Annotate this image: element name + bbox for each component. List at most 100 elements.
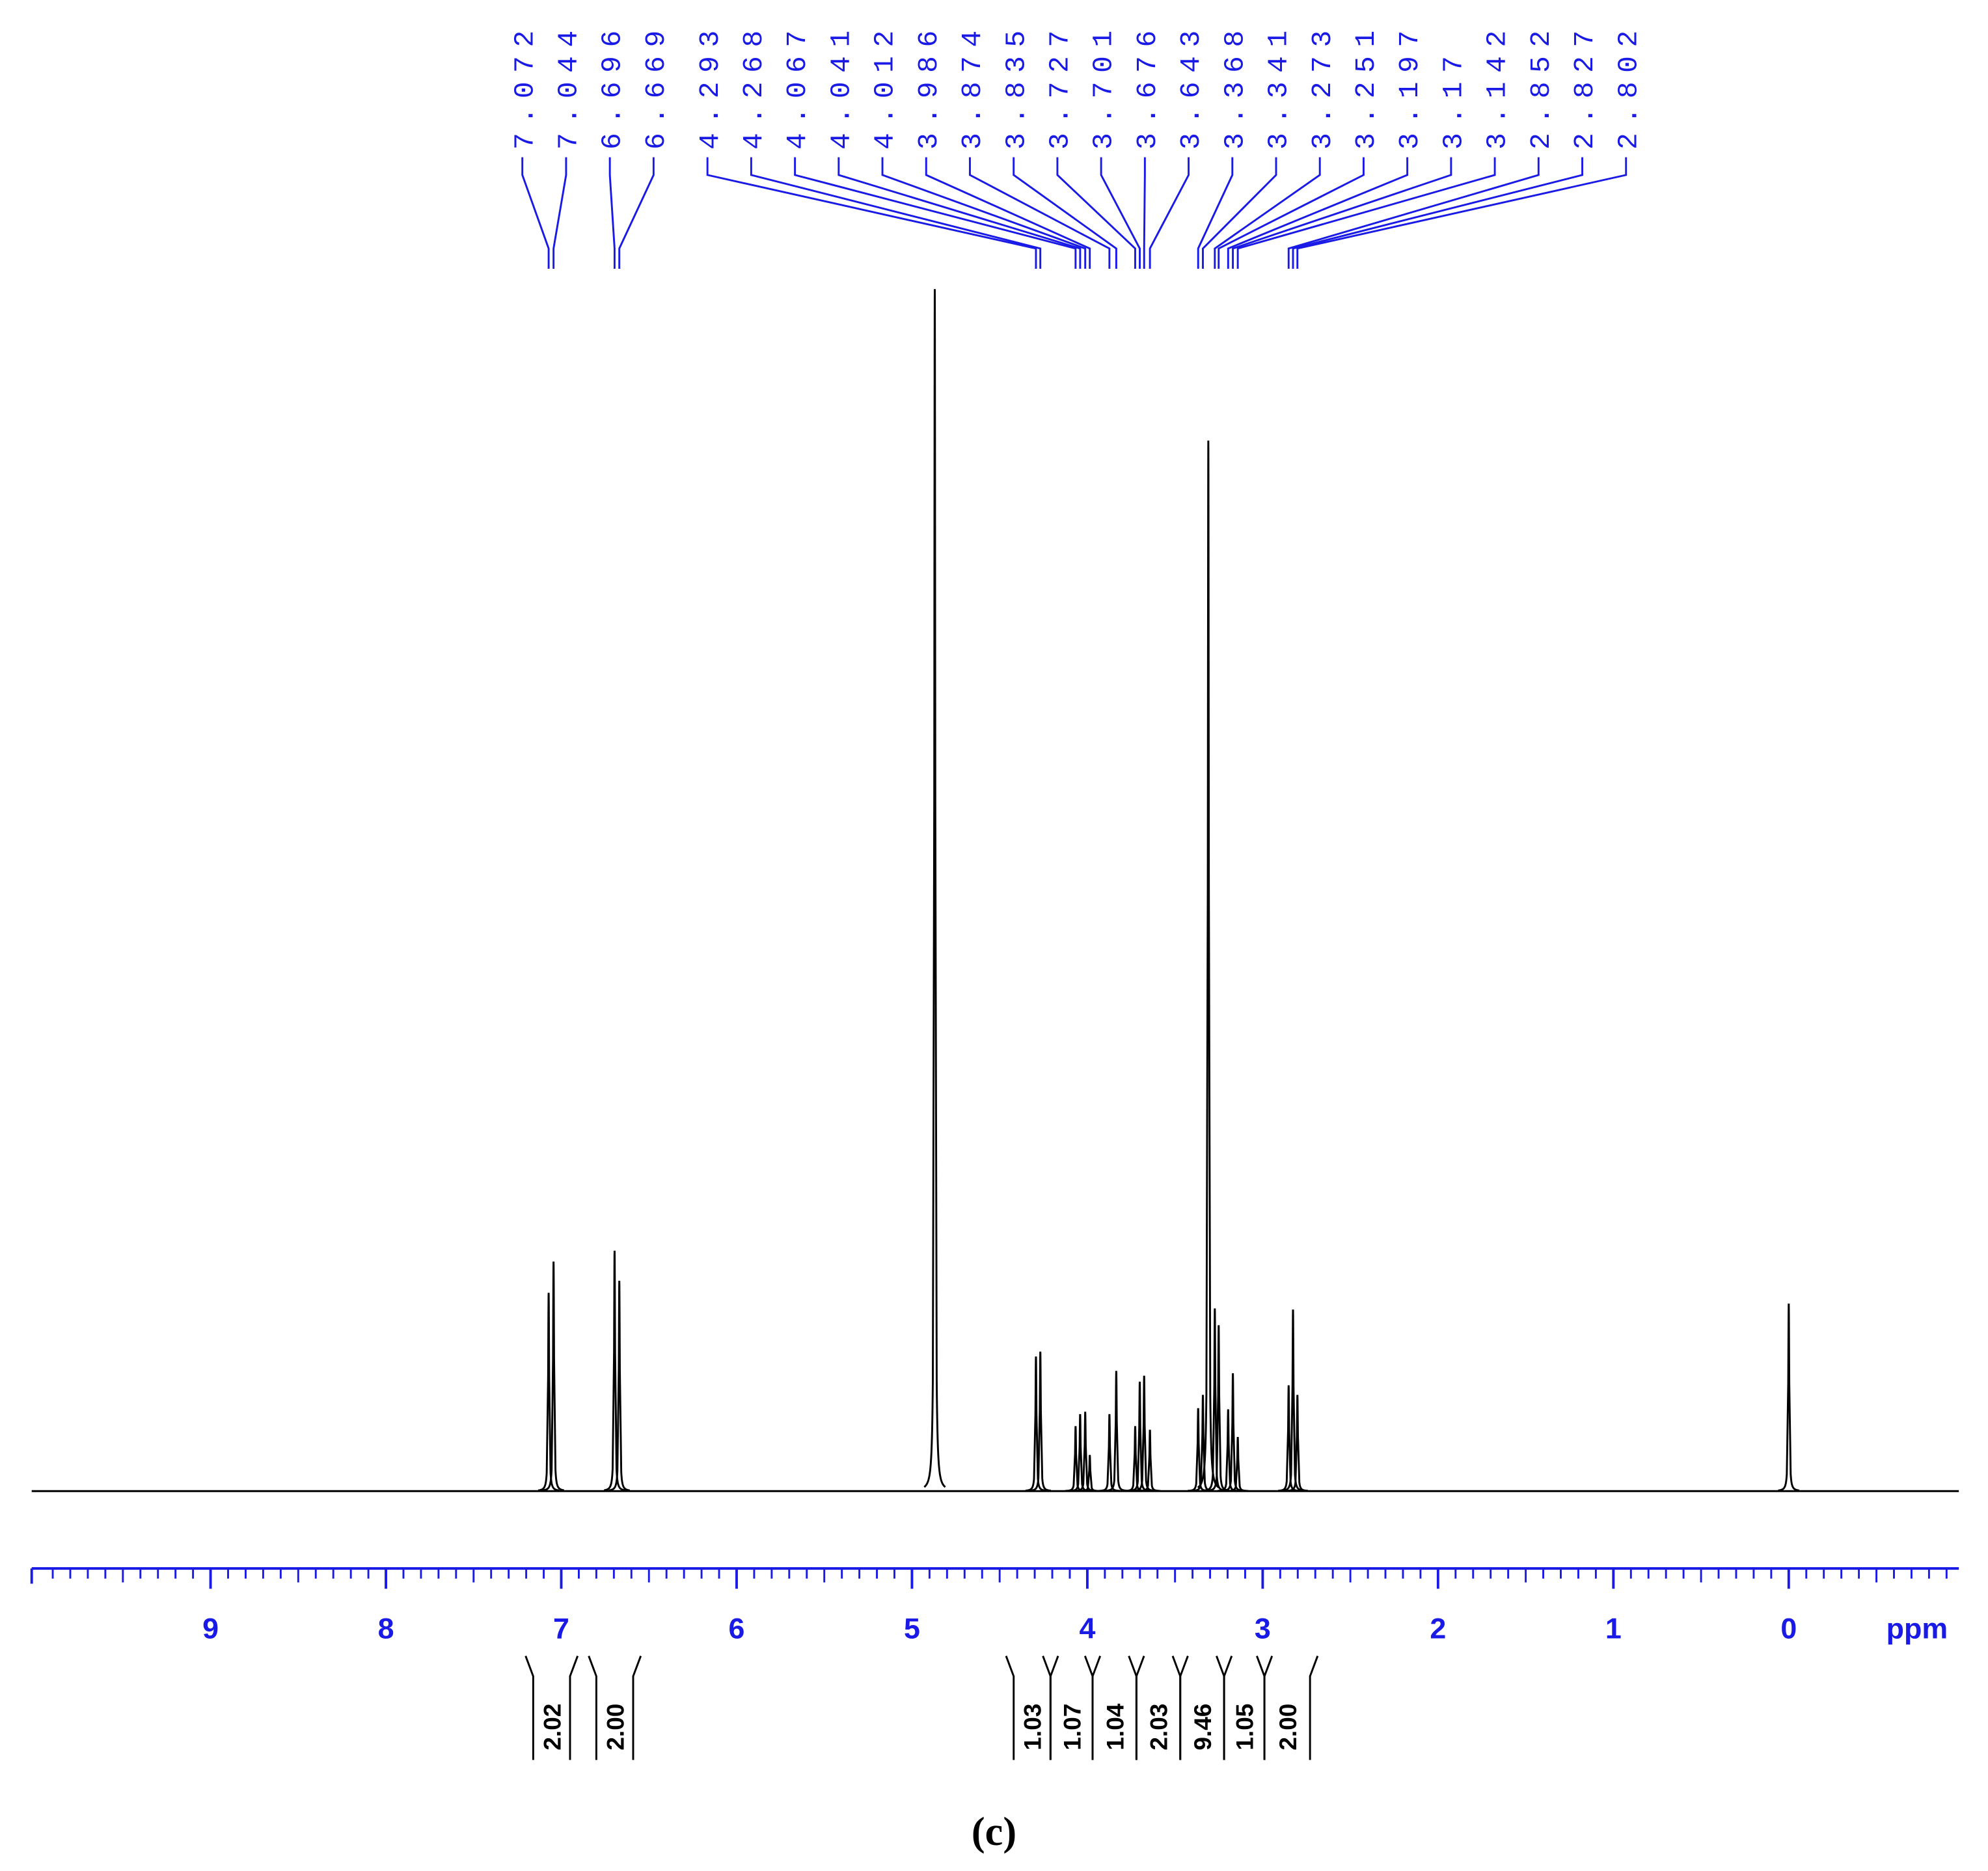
integral-bracket [524,1656,579,1760]
peak-label: 3.368 [1219,21,1251,150]
x-tick-label: 3 [1255,1612,1271,1645]
peak [1106,1371,1127,1492]
peak-label: 4.268 [738,21,770,150]
peak-connector [881,157,1087,269]
integral-label: 1.05 [1231,1704,1259,1751]
peak-label: 3.701 [1088,21,1120,150]
x-tick-label: 8 [378,1612,394,1645]
peak [538,1292,560,1492]
peak [1218,1409,1239,1492]
peak-label: 4.012 [869,21,901,150]
integral-bracket [588,1656,642,1760]
peak [543,1261,565,1492]
peak [1227,1436,1249,1492]
peak-label: 3.676 [1132,21,1164,150]
peak-label: 3.874 [957,21,988,150]
peak-label: 3.17 [1437,47,1469,149]
peak-label: 3.273 [1307,21,1339,150]
x-tick-label: 7 [553,1612,569,1645]
peak-connector [1214,157,1321,269]
peak [1133,1375,1155,1492]
peak-label: 3.643 [1175,21,1207,150]
peak-label: 4.293 [694,21,726,150]
peak [1129,1382,1151,1492]
integral-label: 1.04 [1101,1703,1128,1750]
caption: (c) [972,1809,1016,1854]
peak-label: 4.041 [825,21,857,150]
integral-label: 1.07 [1058,1704,1085,1751]
peak-connector [1236,157,1496,269]
peak [1778,1304,1800,1492]
peak [1079,1454,1100,1492]
integral-bracket [1256,1656,1319,1760]
peak [1222,1373,1244,1492]
peak-label: 7.044 [553,21,585,150]
peak-label: 7.072 [509,21,541,150]
peak-connector [552,157,567,269]
x-tick-label: 5 [904,1612,920,1645]
peak-connector [608,157,616,269]
peak-connector [618,157,655,269]
peak-label: 4.067 [782,21,813,150]
peak-label: 2.802 [1613,21,1644,150]
peak-connector [1149,157,1190,269]
x-tick-label: 1 [1605,1612,1622,1645]
peak [1282,1309,1304,1492]
peak [1074,1412,1096,1492]
peak-label: 2.852 [1525,21,1557,150]
peak [1025,1356,1047,1492]
x-axis-label: ppm [1886,1612,1948,1645]
peak-label: 3.986 [913,21,945,150]
peak-label: 3.341 [1263,21,1295,150]
peak-connector [837,157,1082,269]
peak-connector [750,157,1042,269]
peak-connector [1296,157,1627,269]
peak-label: 3.197 [1394,21,1426,150]
x-tick-label: 4 [1079,1612,1095,1645]
peak [1287,1395,1309,1492]
x-tick-label: 2 [1430,1612,1446,1645]
peak-connector [521,157,550,269]
integral-label: 9.46 [1189,1704,1216,1751]
peak [1277,1385,1300,1492]
peak-connector [1197,157,1234,269]
peak-label: 3.727 [1044,21,1076,150]
peak [1098,1413,1121,1492]
peak-connector [706,157,1037,269]
integral-label: 1.03 [1019,1704,1046,1751]
peak-label: 3.835 [1000,21,1032,150]
integral-label: 2.02 [538,1704,565,1751]
peak-connector [1292,157,1583,269]
peak [1029,1351,1052,1492]
peak-connector [1218,157,1365,269]
peak-connector [925,157,1091,269]
peak-label: 3.142 [1482,21,1514,150]
peak-label: 3.251 [1350,21,1382,150]
peak [608,1280,631,1492]
x-tick-label: 9 [202,1612,219,1645]
peak-connector [1013,157,1117,269]
peak-connector [1227,157,1409,269]
integral-label: 2.00 [1274,1704,1301,1751]
x-tick-label: 0 [1780,1612,1797,1645]
peak [923,289,946,1488]
peak-label: 6.696 [597,21,629,150]
peak-connector [1100,157,1141,269]
integral-label: 2.03 [1145,1704,1173,1751]
peak-label: 6.669 [640,21,672,150]
peak-connector [969,157,1111,269]
peak-connector [1287,157,1540,269]
peak-label: 2.827 [1569,21,1601,150]
peak-connector [1232,157,1452,269]
peak [604,1250,625,1492]
integral-label: 2.00 [601,1704,629,1751]
peak-connector [1143,157,1146,269]
peak-connector [794,157,1077,269]
x-tick-label: 6 [729,1612,745,1645]
peak [1139,1429,1161,1492]
peak-connector [1202,157,1277,269]
peak-connector [1056,157,1136,269]
